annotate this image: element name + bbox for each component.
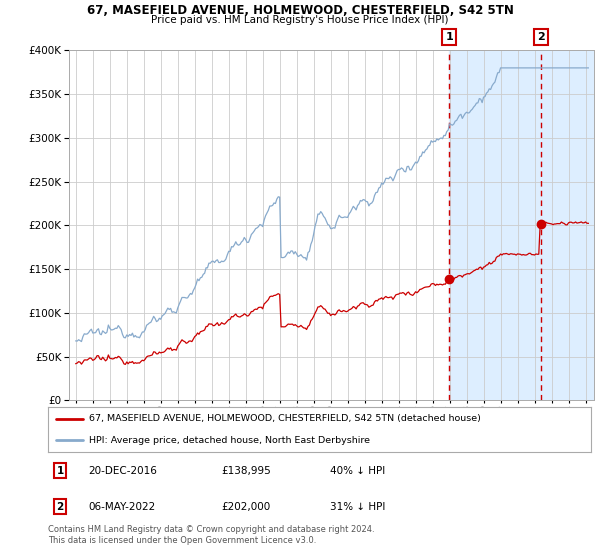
Text: 1: 1 (56, 465, 64, 475)
Text: 67, MASEFIELD AVENUE, HOLMEWOOD, CHESTERFIELD, S42 5TN: 67, MASEFIELD AVENUE, HOLMEWOOD, CHESTER… (86, 4, 514, 17)
Text: HPI: Average price, detached house, North East Derbyshire: HPI: Average price, detached house, Nort… (89, 436, 370, 445)
Text: Price paid vs. HM Land Registry's House Price Index (HPI): Price paid vs. HM Land Registry's House … (151, 15, 449, 25)
Text: £138,995: £138,995 (222, 465, 272, 475)
Text: £202,000: £202,000 (222, 502, 271, 512)
Bar (449, 50, 600, 400)
Text: 40% ↓ HPI: 40% ↓ HPI (331, 465, 386, 475)
Text: 2: 2 (56, 502, 64, 512)
Text: Contains HM Land Registry data © Crown copyright and database right 2024.
This d: Contains HM Land Registry data © Crown c… (48, 525, 374, 545)
Text: 31% ↓ HPI: 31% ↓ HPI (331, 502, 386, 512)
Text: 06-MAY-2022: 06-MAY-2022 (89, 502, 156, 512)
Text: 1: 1 (445, 32, 453, 42)
Text: 2: 2 (537, 32, 545, 42)
Text: 20-DEC-2016: 20-DEC-2016 (89, 465, 158, 475)
Text: 67, MASEFIELD AVENUE, HOLMEWOOD, CHESTERFIELD, S42 5TN (detached house): 67, MASEFIELD AVENUE, HOLMEWOOD, CHESTER… (89, 414, 481, 423)
